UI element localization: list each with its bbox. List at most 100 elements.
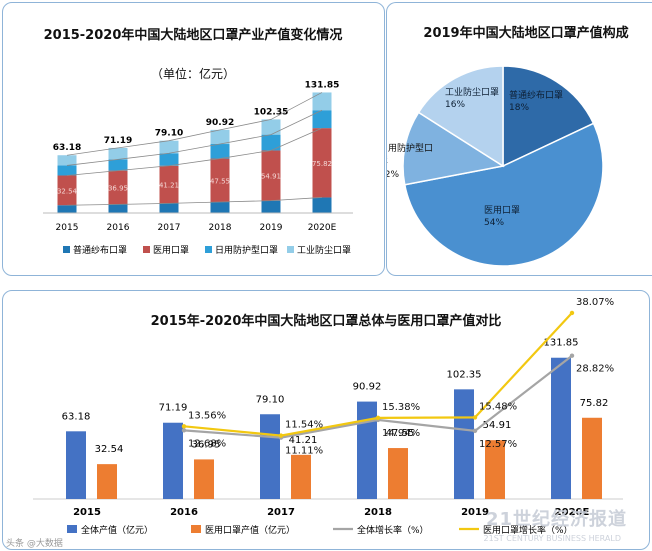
- bar-segment-0: [159, 203, 179, 213]
- watermark-left: 头条 @大数据: [6, 539, 63, 549]
- bar-total-label: 90.92: [206, 118, 234, 128]
- medical-bar: [194, 459, 214, 499]
- bar-segment-0: [312, 197, 332, 213]
- x-tick-label: 2018: [364, 507, 392, 518]
- legend-swatch: [205, 246, 212, 253]
- pie-label-pct: 12%: [387, 170, 399, 180]
- legend-label-total: 全体产值（亿元）: [81, 524, 153, 536]
- legend-swatch-medical: [191, 525, 201, 533]
- x-tick-label: 2020E: [308, 223, 337, 233]
- bar-segment-1: [261, 150, 281, 201]
- medical-growth-line-point: [569, 310, 575, 316]
- trend-line: [66, 127, 323, 176]
- legend-swatch: [287, 246, 294, 253]
- bar-segment-2: [312, 110, 332, 129]
- medical-growth-line-label: 15.48%: [479, 401, 517, 412]
- bar-segment-2: [261, 134, 281, 151]
- legend-swatch: [143, 246, 150, 253]
- total-growth-line-point: [472, 428, 478, 434]
- pie-slice-0: [502, 65, 595, 168]
- x-tick-label: 2015: [73, 507, 101, 518]
- pie-label-pct: 54%: [484, 218, 504, 228]
- medical-bar: [291, 454, 311, 499]
- combo-panel: 2015年-2020年中国大陆地区口罩总体与医用口罩产值对比 63.18 32.5…: [2, 290, 650, 550]
- medical-bar-label: 41.21: [289, 435, 318, 446]
- stacked-bar-chart: 32.54 63.18 2015 36.95 71.19 2016 41.21 79.10 20…: [43, 80, 353, 256]
- stacked-bar-panel: 2015-2020年中国大陆地区口罩产业产值变化情况 （单位：亿元） 32.54…: [2, 2, 385, 276]
- x-tick-label: 2020E: [555, 507, 590, 518]
- medical-growth-line-label: 11.54%: [285, 420, 323, 431]
- total-bar: [260, 414, 280, 499]
- combo-title: 2015年-2020年中国大陆地区口罩总体与医用口罩产值对比: [150, 314, 502, 329]
- bar-total-label: 71.19: [104, 136, 132, 146]
- bar-segment-1: [57, 175, 77, 206]
- bar-segment-1: [312, 128, 332, 198]
- total-bar: [551, 357, 571, 499]
- bar-segment-2: [210, 144, 230, 159]
- legend-label: 日用防护型口罩: [215, 244, 278, 256]
- legend-label-total-growth: 全体增长率（%）: [357, 524, 429, 536]
- total-growth-line: [183, 354, 573, 439]
- medical-growth-line-point: [375, 415, 381, 421]
- legend-swatch-total: [67, 525, 77, 533]
- total-growth-line-point: [569, 353, 575, 358]
- total-bar-label: 131.85: [544, 338, 579, 349]
- medical-growth-line-point: [278, 433, 284, 438]
- x-tick-label: 2017: [158, 223, 181, 233]
- bar-segment-3: [261, 119, 281, 135]
- legend-label: 工业防尘口罩: [297, 244, 351, 256]
- medical-bar-label: 36.95: [192, 439, 221, 450]
- total-bar-label: 90.92: [353, 382, 382, 393]
- x-tick-label: 2018: [209, 223, 232, 233]
- trend-line: [66, 197, 323, 206]
- total-bar: [454, 389, 474, 499]
- pie-label-name: 工业防尘口罩: [445, 86, 499, 98]
- combo-chart: 63.18 32.54 2015 71.19 36.95 2016 79.10 41.21 20…: [33, 297, 623, 536]
- total-bar-label: 63.18: [62, 411, 91, 422]
- bar-segment-3: [312, 92, 332, 111]
- medical-bar: [485, 440, 505, 499]
- pie-label-name: 医用口罩: [484, 205, 520, 216]
- bar-total-label: 131.85: [305, 80, 340, 90]
- total-bar: [163, 422, 183, 499]
- bar-segment-1: [108, 170, 128, 205]
- total-bar-label: 71.19: [159, 403, 188, 414]
- pie-label-name: 普通纱布口罩: [509, 89, 563, 101]
- medical-bar: [582, 417, 602, 499]
- bar-medical-label: 75.82: [312, 160, 332, 168]
- medical-bar: [97, 464, 117, 499]
- x-tick-label: 2016: [107, 223, 130, 233]
- chart-subtitle: （单位：亿元）: [150, 67, 235, 81]
- pie-label-name: 日用防护型口: [387, 142, 433, 154]
- total-growth-line-label: 14.94%: [382, 428, 420, 439]
- x-tick-label: 2016: [170, 507, 198, 518]
- legend-swatch: [63, 246, 70, 253]
- total-growth-line-label: 12.68%: [188, 438, 226, 449]
- total-bar: [357, 401, 377, 499]
- total-growth-line-label: 12.57%: [479, 439, 517, 450]
- bar-total-label: 79.10: [155, 129, 183, 139]
- medical-bar: [388, 448, 408, 499]
- medical-bar-label: 75.82: [580, 398, 609, 409]
- pie-label-pct: 16%: [445, 100, 465, 110]
- pie-slice-2: [402, 111, 506, 186]
- bar-segment-3: [210, 129, 230, 145]
- medical-growth-line-label: 38.07%: [576, 297, 614, 308]
- x-tick-label: 2015: [56, 223, 79, 233]
- pie-chart: 普通纱布口罩 18% 医用口罩 54% 日用防护型口罩 12% 工业防尘口罩 16%: [387, 65, 604, 267]
- pie-label-pct: 18%: [509, 103, 529, 113]
- x-tick-label: 2017: [267, 507, 295, 518]
- x-tick-label: 2019: [461, 507, 489, 518]
- pie-slice-3: [417, 65, 504, 168]
- legend-label: 普通纱布口罩: [73, 244, 127, 256]
- watermark-brand: 21世纪经济报道: [485, 509, 627, 530]
- bar-medical-label: 32.54: [57, 187, 78, 195]
- chart-title: 2015-2020年中国大陆地区口罩产业产值变化情况: [43, 28, 343, 43]
- medical-growth-line-point: [472, 415, 478, 420]
- bar-segment-0: [210, 202, 230, 213]
- total-growth-line-label: 28.82%: [576, 364, 614, 375]
- trend-line: [66, 109, 323, 166]
- bar-medical-label: 47.55: [210, 177, 230, 185]
- legend-label: 医用口罩: [153, 245, 189, 256]
- watermark-sub: 21ST CENTURY BUSINESS HERALD: [483, 534, 621, 543]
